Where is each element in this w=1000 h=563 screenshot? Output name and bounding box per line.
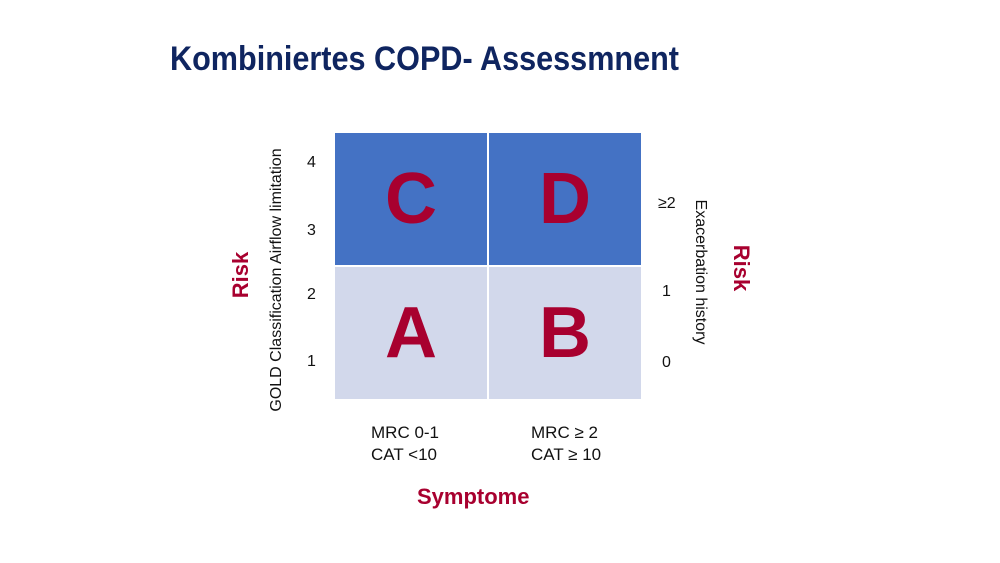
right-tick-2plus: ≥2 <box>658 195 676 212</box>
column-label-left: MRC 0-1 CAT <10 <box>371 422 439 466</box>
right-tick-1: 1 <box>662 283 671 300</box>
left-tick-4: 4 <box>307 154 316 171</box>
column-right-line2: CAT ≥ 10 <box>531 445 602 464</box>
quadrant-a: A <box>335 267 487 399</box>
quadrant-b: B <box>489 267 641 399</box>
column-right-line1: MRC ≥ 2 <box>531 423 598 442</box>
left-tick-2: 2 <box>307 286 316 303</box>
column-left-line1: MRC 0-1 <box>371 423 440 442</box>
column-left-line2: CAT <10 <box>371 445 437 464</box>
quadrant-d: D <box>489 133 641 265</box>
quadrant-c: C <box>335 133 487 265</box>
column-label-right: MRC ≥ 2 CAT ≥ 10 <box>531 422 601 466</box>
right-tick-0: 0 <box>662 354 671 371</box>
risk-label-left: Risk <box>228 251 253 299</box>
risk-symptom-matrix: C D A B <box>335 133 641 399</box>
left-tick-3: 3 <box>307 222 316 239</box>
slide-title: Kombiniertes COPD- Assessmnent <box>170 40 680 78</box>
right-axis-label: Exacerbation history <box>692 199 709 345</box>
risk-label-right: Risk <box>729 244 754 292</box>
left-axis-label: GOLD Classification Airflow limitation <box>268 148 285 412</box>
x-axis-label: Symptome <box>417 484 530 509</box>
left-tick-1: 1 <box>307 353 316 370</box>
